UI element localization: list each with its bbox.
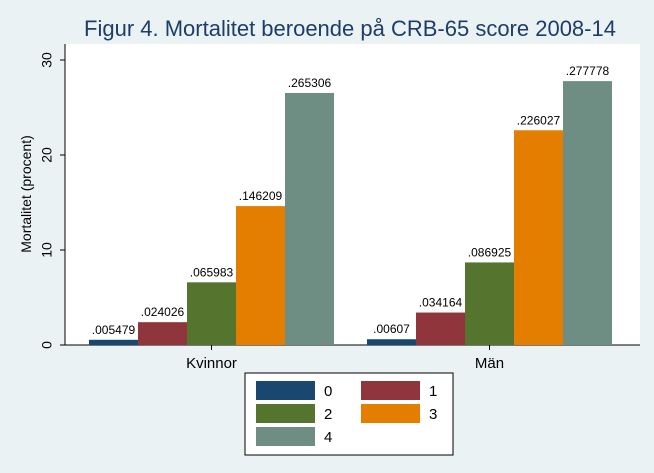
y-axis-label: Mortalitet (procent) <box>18 135 34 252</box>
legend-label-3: 3 <box>429 406 437 423</box>
bar-kvinnor-2 <box>187 282 236 345</box>
y-tick-label: 20 <box>39 147 55 163</box>
legend-swatch-1 <box>361 381 420 400</box>
y-tick-label: 0 <box>39 341 55 349</box>
legend-swatch-0 <box>256 381 315 400</box>
category-labels: Kvinnor Män <box>186 345 504 372</box>
bar-män-3 <box>514 130 563 345</box>
bar-kvinnor-0 <box>89 339 138 345</box>
bar-kvinnor-4 <box>285 92 334 346</box>
bar-value-label: .265306 <box>288 76 332 90</box>
bar-män-1 <box>416 312 465 345</box>
bar-value-label: .146209 <box>239 189 283 203</box>
bar-value-label: .024026 <box>141 305 185 319</box>
chart-title: Figur 4. Mortalitet beroende på CRB-65 s… <box>84 16 616 41</box>
legend-label-1: 1 <box>429 383 437 400</box>
bar-value-label: .277778 <box>566 64 610 78</box>
legend: 0 1 2 3 4 <box>244 372 454 456</box>
bar-value-label: .226027 <box>517 113 561 127</box>
y-tick-label: 10 <box>39 242 55 258</box>
bar-män-4 <box>563 81 612 345</box>
x-category-label: Män <box>475 355 504 372</box>
bar-value-label: .005479 <box>92 323 136 337</box>
legend-swatch-3 <box>361 404 420 423</box>
bar-value-label: .086925 <box>468 245 512 259</box>
y-tick-label: 30 <box>39 52 55 68</box>
legend-label-0: 0 <box>324 383 332 400</box>
legend-swatch-4 <box>256 427 315 446</box>
bar-kvinnor-3 <box>236 206 285 345</box>
bar-value-label: .065983 <box>190 265 234 279</box>
bar-män-2 <box>465 262 514 345</box>
y-ticks: 0 10 20 30 <box>39 52 65 349</box>
bar-män-0 <box>367 339 416 345</box>
legend-label-2: 2 <box>324 406 332 423</box>
bar-value-label: .00607 <box>373 322 410 336</box>
legend-label-4: 4 <box>324 429 332 446</box>
x-category-label: Kvinnor <box>186 355 237 372</box>
bars: .005479 .024026 .065983 .146209 .265306 .0060… <box>89 64 612 346</box>
legend-swatch-2 <box>256 404 315 423</box>
bar-value-label: .034164 <box>419 296 463 310</box>
bar-kvinnor-1 <box>138 322 187 345</box>
